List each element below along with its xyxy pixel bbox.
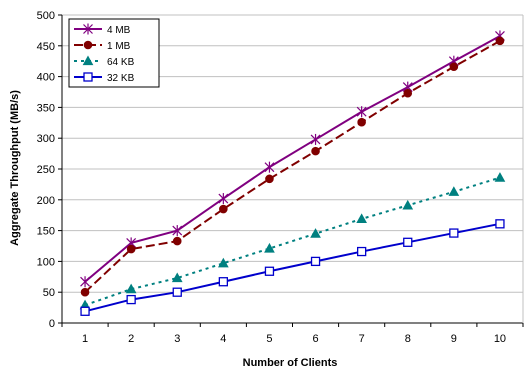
data-point <box>219 204 228 214</box>
series-line <box>84 222 501 313</box>
data-point <box>403 237 413 247</box>
data-point <box>126 294 136 305</box>
x-tick-label: 5 <box>266 333 272 345</box>
data-point <box>356 246 367 257</box>
data-point <box>403 88 413 98</box>
data-point <box>311 146 320 156</box>
data-point <box>356 213 367 223</box>
x-tick-label: 1 <box>82 333 88 345</box>
x-tick-label: 3 <box>174 333 180 345</box>
x-tick-labels: 1 2 3 4 5 6 7 8 9 10 <box>82 333 506 345</box>
data-point <box>218 277 229 287</box>
data-point <box>264 161 275 173</box>
series-line <box>84 39 501 293</box>
data-point <box>172 236 182 246</box>
y-tick-label: 400 <box>37 72 55 84</box>
data-point <box>495 219 505 229</box>
y-tick-label: 300 <box>37 133 55 145</box>
series-group <box>79 30 506 316</box>
x-tick-label: 4 <box>220 333 226 345</box>
axes <box>58 14 524 327</box>
x-tick-label: 9 <box>451 333 457 345</box>
series-line <box>84 176 501 307</box>
gridlines <box>62 14 523 293</box>
data-point <box>449 228 459 238</box>
data-point <box>80 287 90 297</box>
data-point <box>171 272 183 283</box>
y-tick-label: 200 <box>37 195 55 207</box>
y-tick-label: 250 <box>37 164 55 176</box>
x-tick-label: 2 <box>128 333 134 345</box>
y-tick-label: 50 <box>43 287 55 299</box>
series-4-mb <box>80 30 505 288</box>
y-tick-label: 150 <box>37 226 55 238</box>
data-point <box>402 199 414 210</box>
series-1-mb <box>80 36 505 297</box>
data-point <box>126 244 136 254</box>
data-point <box>125 283 137 294</box>
data-point <box>172 225 183 237</box>
data-point <box>310 228 321 238</box>
data-point <box>172 287 182 297</box>
y-tick-label: 100 <box>37 256 55 268</box>
data-point <box>494 172 506 182</box>
legend-label: 32 KB <box>107 73 135 84</box>
x-tick-label: 10 <box>494 333 506 345</box>
series-line <box>84 35 501 283</box>
series-32-kb <box>80 219 505 316</box>
legend-item: 4 MB <box>74 23 131 36</box>
legend: 4 MB 1 MB 64 KB 32 KB <box>68 18 160 88</box>
x-tick-label: 6 <box>312 333 318 345</box>
data-point <box>310 256 321 267</box>
x-axis-title: Number of Clients <box>243 357 338 369</box>
y-tick-label: 500 <box>37 10 55 22</box>
y-tick-label: 350 <box>37 102 55 114</box>
legend-label: 1 MB <box>107 41 131 52</box>
legend-marker <box>82 55 94 66</box>
data-point <box>264 242 275 253</box>
legend-item: 32 KB <box>74 72 135 84</box>
data-point <box>495 36 505 46</box>
legend-label: 64 KB <box>107 57 135 68</box>
legend-item: 1 MB <box>74 40 131 52</box>
data-point <box>218 257 229 268</box>
x-tick-label: 7 <box>359 333 365 345</box>
data-point <box>264 266 275 276</box>
x-tick-label: 8 <box>405 333 411 345</box>
data-point <box>356 106 367 118</box>
data-point <box>357 117 366 127</box>
series-64-kb <box>79 172 506 310</box>
legend-marker <box>83 40 93 50</box>
y-tick-label: 0 <box>49 318 55 330</box>
y-axis-title: Aggregate Throughput (MB/s) <box>9 90 21 246</box>
legend-label: 4 MB <box>107 25 131 36</box>
data-point <box>80 306 90 316</box>
data-point <box>310 133 321 145</box>
data-point <box>265 174 274 184</box>
legend-marker <box>83 23 93 35</box>
legend-item: 64 KB <box>74 55 135 68</box>
y-tick-labels: 0 50 100 150 200 250 300 350 400 450 500 <box>37 10 55 330</box>
data-point <box>80 276 90 288</box>
y-tick-label: 450 <box>37 41 55 53</box>
data-point <box>218 193 229 205</box>
data-point <box>448 186 460 196</box>
data-point <box>449 62 459 72</box>
legend-marker <box>83 72 93 82</box>
